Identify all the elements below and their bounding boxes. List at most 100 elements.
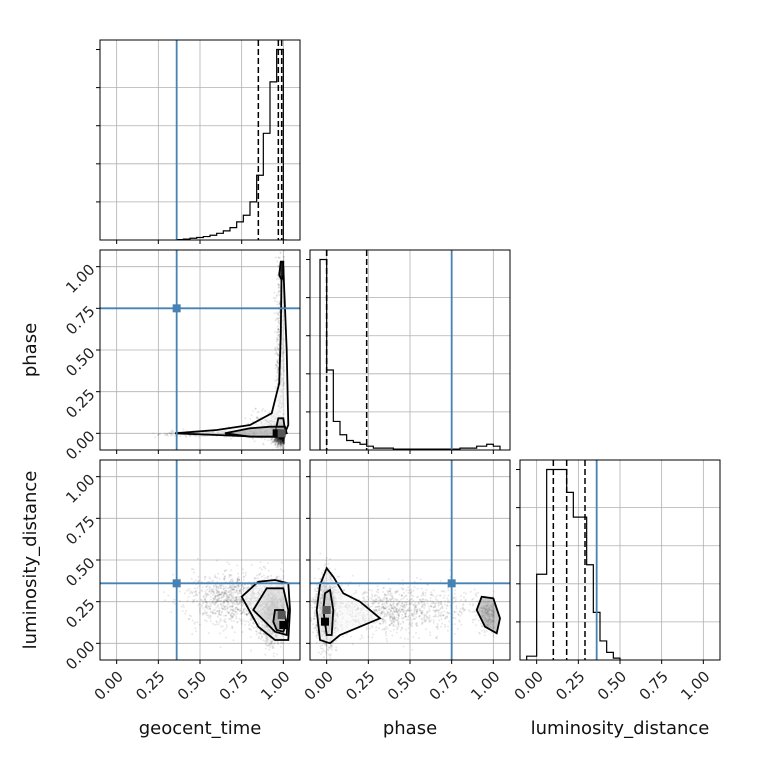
- scatter-point: [281, 439, 284, 442]
- scatter-point: [269, 639, 272, 642]
- scatter-point: [234, 610, 237, 613]
- scatter-point: [191, 591, 194, 594]
- scatter-point: [277, 446, 280, 449]
- scatter-point: [218, 613, 220, 616]
- scatter-point: [259, 566, 261, 569]
- scatter-point: [268, 411, 271, 413]
- scatter-point: [282, 570, 285, 572]
- scatter-point: [274, 241, 276, 243]
- scatter-point: [274, 439, 277, 442]
- scatter-point: [249, 619, 252, 622]
- scatter-point: [270, 437, 273, 440]
- scatter-point: [248, 624, 251, 627]
- scatter-point: [277, 437, 280, 440]
- scatter-point: [280, 445, 283, 448]
- scatter-point: [240, 600, 243, 603]
- scatter-point: [231, 609, 234, 611]
- scatter-point: [281, 439, 284, 441]
- scatter-point: [221, 603, 224, 606]
- scatter-point: [278, 303, 281, 306]
- scatter-point: [276, 360, 279, 363]
- scatter-point: [244, 574, 247, 576]
- scatter-point: [238, 598, 241, 601]
- scatter-point: [231, 625, 234, 628]
- scatter-point: [236, 612, 239, 615]
- scatter-point: [272, 655, 275, 658]
- scatter-point: [239, 598, 242, 601]
- scatter-point: [240, 618, 243, 621]
- scatter-point: [271, 645, 274, 648]
- scatter-point: [170, 611, 173, 614]
- scatter-point: [282, 438, 284, 441]
- scatter-point: [282, 256, 285, 258]
- scatter-point: [236, 578, 239, 581]
- scatter-point: [282, 440, 285, 442]
- scatter-point: [282, 437, 285, 440]
- scatter-point: [276, 439, 278, 442]
- scatter-point: [170, 432, 173, 435]
- scatter-point: [216, 599, 219, 602]
- ytick-label-1-2: 0.50: [62, 344, 98, 380]
- scatter-point: [276, 317, 279, 320]
- scatter-point: [230, 592, 233, 595]
- scatter-point: [190, 577, 193, 580]
- scatter-point: [276, 336, 279, 339]
- scatter-point: [271, 647, 274, 649]
- scatter-point: [216, 598, 219, 601]
- scatter-point: [282, 438, 285, 441]
- scatter-point: [216, 589, 219, 592]
- scatter-point: [238, 600, 241, 603]
- scatter-point: [277, 331, 280, 333]
- scatter-point: [223, 600, 226, 603]
- scatter-point: [231, 612, 234, 615]
- scatter-point: [251, 420, 254, 423]
- scatter-point: [205, 611, 208, 614]
- scatter-point: [261, 636, 264, 639]
- scatter-point: [180, 605, 183, 608]
- scatter-point: [232, 588, 235, 591]
- scatter-point: [276, 438, 279, 441]
- scatter-point: [280, 438, 283, 441]
- scatter-point: [277, 246, 279, 248]
- scatter-point: [236, 598, 239, 601]
- scatter-point: [216, 591, 219, 593]
- scatter-point: [242, 602, 245, 605]
- scatter-point: [223, 614, 225, 617]
- scatter-point: [283, 437, 286, 440]
- scatter-point: [244, 608, 247, 610]
- scatter-point: [279, 443, 282, 446]
- scatter-point: [235, 589, 238, 592]
- scatter-point: [277, 328, 280, 331]
- scatter-point: [211, 594, 214, 596]
- scatter-point: [274, 438, 276, 441]
- scatter-point: [277, 443, 280, 446]
- scatter-point: [279, 443, 282, 446]
- scatter-point: [274, 386, 277, 388]
- scatter-point: [280, 437, 283, 440]
- scatter-point: [278, 256, 280, 259]
- ytick-label-1-0: 0.00: [62, 427, 98, 463]
- scatter-point: [275, 345, 278, 348]
- scatter-point: [246, 613, 249, 616]
- scatter-point: [282, 441, 285, 444]
- scatter-point: [277, 265, 280, 268]
- contour-1-0-0: [174, 261, 290, 438]
- scatter-point: [280, 447, 283, 450]
- scatter-point: [238, 610, 241, 612]
- scatter-point: [275, 311, 278, 314]
- scatter-point: [283, 437, 286, 440]
- scatter-point: [249, 418, 252, 421]
- scatter-point: [198, 585, 201, 587]
- scatter-point: [170, 430, 173, 433]
- scatter-point: [215, 601, 218, 604]
- scatter-point: [195, 434, 198, 437]
- scatter-point: [205, 605, 208, 608]
- scatter-point: [233, 597, 235, 600]
- scatter-point: [281, 438, 284, 440]
- scatter-point: [212, 611, 215, 614]
- scatter-point: [238, 578, 241, 581]
- scatter-point: [252, 626, 255, 629]
- scatter-point: [230, 574, 233, 577]
- scatter-point: [157, 433, 160, 436]
- scatter-point: [264, 633, 267, 636]
